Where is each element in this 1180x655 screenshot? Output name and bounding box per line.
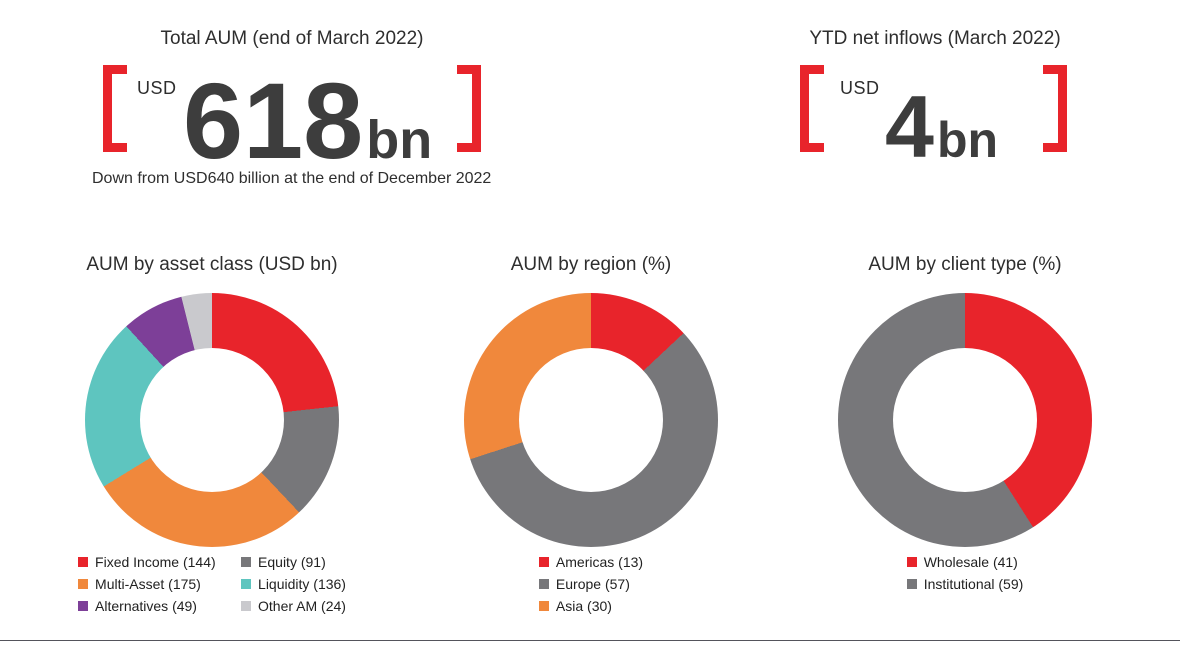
right-bracket-decoration bbox=[457, 65, 481, 152]
ytd-net-inflows-value-text: 4bn bbox=[885, 83, 998, 197]
legend-item: Equity (91) bbox=[241, 555, 346, 569]
legend-label: Other AM (24) bbox=[258, 598, 346, 614]
chart-aum-by-region: AUM by region (%) Americas (13) Europe (5… bbox=[436, 253, 746, 613]
legend-swatch bbox=[78, 557, 89, 567]
legend-item: Institutional (59) bbox=[906, 576, 1024, 592]
legend-swatch bbox=[241, 557, 252, 567]
legend-swatch bbox=[538, 579, 549, 589]
total-aum-value-group: USD 618bn bbox=[92, 65, 492, 175]
donut-aum-by-region bbox=[464, 293, 718, 547]
legend-label: Institutional (59) bbox=[923, 576, 1024, 592]
chart-aum-by-asset-class: AUM by asset class (USD bn) Fixed Income… bbox=[57, 253, 367, 613]
ytd-net-inflows-unit: bn bbox=[936, 112, 999, 168]
donut-hole bbox=[519, 348, 663, 492]
legend-label: Americas (13) bbox=[555, 554, 644, 570]
footer-divider bbox=[0, 640, 1180, 641]
ytd-net-inflows-title: YTD net inflows (March 2022) bbox=[809, 28, 1061, 49]
donut-hole bbox=[140, 348, 284, 492]
chart-title-aum-by-client-type: AUM by client type (%) bbox=[868, 254, 1062, 275]
legend-label: Europe (57) bbox=[555, 576, 630, 592]
legend-label: Wholesale (41) bbox=[923, 554, 1018, 570]
total-aum-block: Total AUM (end of March 2022) USD 618bn … bbox=[92, 28, 492, 188]
legend-swatch bbox=[241, 579, 252, 589]
ytd-net-inflows-block: YTD net inflows (March 2022) USD 4bn bbox=[790, 28, 1080, 171]
legend-aum-by-region: Americas (13) Europe (57) Asia (30) bbox=[538, 554, 644, 614]
left-bracket-decoration bbox=[800, 65, 824, 152]
legend-item: Wholesale (41) bbox=[906, 554, 1024, 570]
legend-swatch bbox=[78, 579, 89, 589]
legend-aum-by-client-type: Wholesale (41) Institutional (59) bbox=[906, 554, 1024, 592]
legend-swatch bbox=[538, 601, 549, 611]
legend-item: Multi-Asset (175) bbox=[78, 577, 241, 591]
legend-item: Asia (30) bbox=[538, 598, 643, 614]
left-bracket-decoration bbox=[103, 65, 127, 152]
right-bracket-decoration bbox=[1043, 65, 1067, 152]
legend-wrap: Fixed Income (144) Equity (91) Multi-Asset… bbox=[57, 554, 367, 613]
legend-label: Liquidity (136) bbox=[258, 576, 346, 592]
legend-label: Asia (30) bbox=[555, 598, 612, 614]
chart-aum-by-client-type: AUM by client type (%) Wholesale (41) Ins… bbox=[810, 253, 1120, 591]
legend-label: Multi-Asset (175) bbox=[95, 576, 201, 592]
legend-item: Liquidity (136) bbox=[241, 577, 346, 591]
legend-item: Fixed Income (144) bbox=[78, 555, 241, 569]
legend-swatch bbox=[241, 601, 252, 611]
legend-swatch bbox=[906, 579, 917, 589]
legend-wrap: Americas (13) Europe (57) Asia (30) bbox=[436, 554, 746, 613]
legend-item: Europe (57) bbox=[538, 576, 643, 592]
legend-swatch bbox=[78, 601, 89, 611]
ytd-net-inflows-currency-label: USD bbox=[840, 78, 880, 98]
donut-aum-by-client-type bbox=[838, 293, 1092, 547]
ytd-net-inflows-value-group: USD 4bn bbox=[790, 65, 1080, 171]
legend-label: Equity (91) bbox=[258, 554, 326, 570]
chart-title-aum-by-region: AUM by region (%) bbox=[510, 254, 672, 275]
donut-aum-by-asset-class bbox=[85, 293, 339, 547]
total-aum-value: 618 bbox=[183, 60, 364, 181]
total-aum-currency-label: USD bbox=[137, 78, 177, 98]
legend-item: Alternatives (49) bbox=[78, 599, 241, 613]
total-aum-unit: bn bbox=[366, 110, 433, 170]
ytd-net-inflows-value: 4 bbox=[885, 77, 934, 176]
legend-label: Alternatives (49) bbox=[95, 598, 197, 614]
total-aum-title: Total AUM (end of March 2022) bbox=[160, 28, 424, 49]
total-aum-value-text: 618bn bbox=[183, 67, 432, 208]
legend-aum-by-asset-class: Fixed Income (144) Equity (91) Multi-Asset… bbox=[78, 555, 346, 613]
legend-wrap: Wholesale (41) Institutional (59) bbox=[810, 554, 1120, 591]
legend-swatch bbox=[906, 557, 917, 567]
legend-item: Americas (13) bbox=[538, 554, 644, 570]
legend-label: Fixed Income (144) bbox=[95, 554, 216, 570]
donut-hole bbox=[893, 348, 1037, 492]
total-aum-note: Down from USD640 billion at the end of D… bbox=[92, 170, 492, 187]
legend-swatch bbox=[538, 557, 549, 567]
chart-title-aum-by-asset-class: AUM by asset class (USD bn) bbox=[86, 254, 338, 275]
legend-item: Other AM (24) bbox=[241, 599, 346, 613]
